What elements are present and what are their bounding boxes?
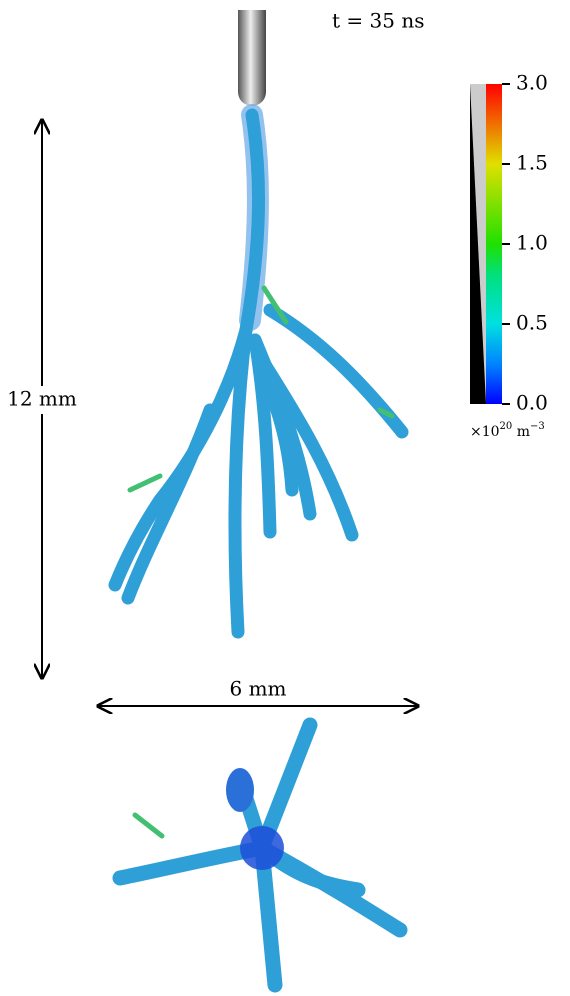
colorbar-tick-label: 1.0 — [516, 231, 548, 255]
colorbar: ×1020 m−3 3.0 1.5 1.0 0.5 0.0 — [470, 71, 548, 441]
horizontal-scale-label: 6 mm — [229, 677, 286, 701]
colorbar-tick-label: 3.0 — [516, 71, 548, 95]
colorbar-tick-label: 0.0 — [516, 391, 548, 415]
side-view — [115, 115, 402, 632]
vertical-scale-label: 12 mm — [7, 387, 77, 411]
figure: t = 35 ns — [0, 0, 570, 996]
time-label: t = 35 ns — [332, 9, 424, 33]
electrode — [238, 10, 266, 106]
colorbar-unit: ×1020 m−3 — [470, 421, 545, 441]
top-view — [120, 725, 400, 985]
colorbar-tick-label: 0.5 — [516, 311, 548, 335]
colorbar-tick-label: 1.5 — [516, 151, 548, 175]
